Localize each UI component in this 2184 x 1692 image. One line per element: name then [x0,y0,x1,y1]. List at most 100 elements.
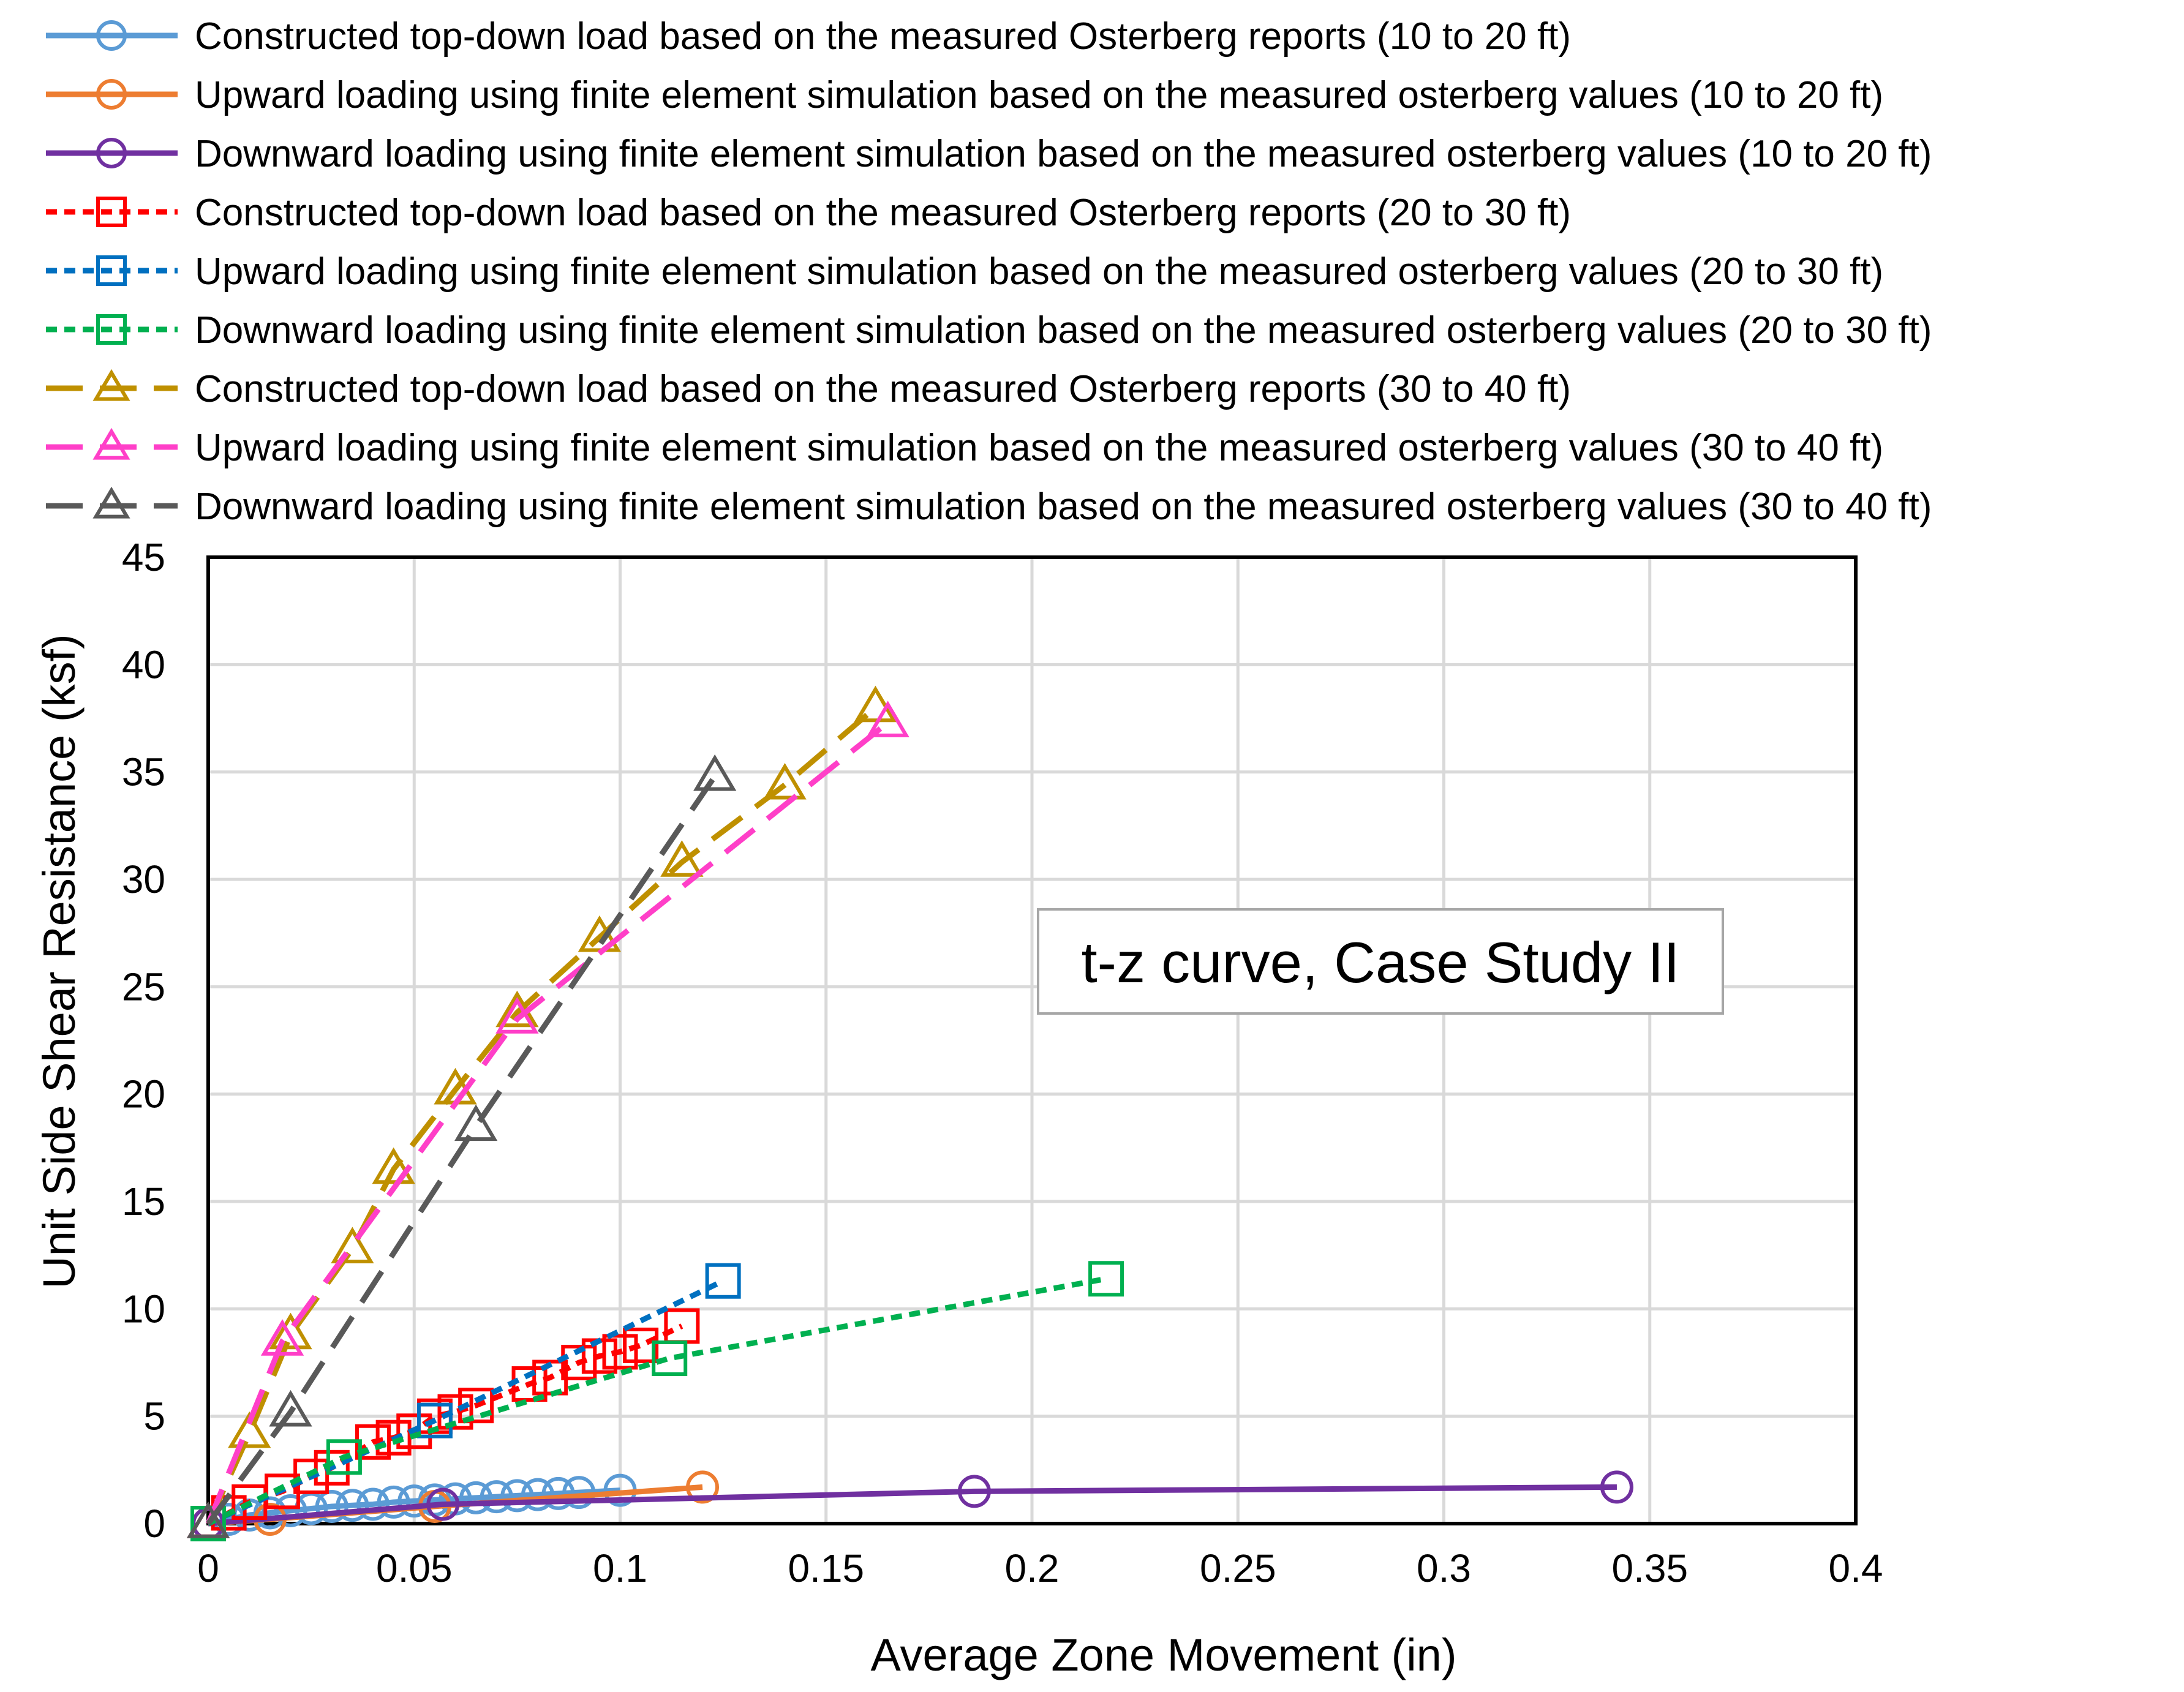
data-point [186,1502,230,1538]
data-point [315,1489,348,1523]
y-tick-label: 45 [122,535,165,579]
data-point [274,1494,307,1527]
series-9 [186,754,737,1538]
x-tick-label: 0.4 [1829,1546,1883,1590]
legend-label: Upward loading using finite element simu… [195,74,1883,116]
legend-label: Constructed top-down load based on the m… [195,192,1571,234]
legend-marker [96,138,127,168]
series-3 [192,1470,1633,1540]
legend-item: Upward loading using finite element simu… [46,427,1883,469]
legend-item: Downward loading using finite element si… [46,133,1932,175]
data-point [437,1394,473,1430]
y-tick-label: 5 [143,1394,165,1438]
y-tick-label: 40 [122,642,165,686]
x-tick-label: 0.2 [1005,1546,1060,1590]
x-tick-label: 0.35 [1611,1546,1688,1590]
data-point [957,1475,991,1508]
chart-title-box: t-z curve, Case Study II [1037,908,1724,1015]
x-tick-label: 0.25 [1200,1546,1276,1590]
legend-marker [96,197,127,227]
data-point [269,1389,312,1427]
legend-label: Downward loading using finite element si… [195,486,1932,528]
y-tick-label: 30 [122,857,165,901]
data-point [372,1147,415,1184]
y-tick-label: 35 [122,750,165,794]
plot-frame [206,555,1858,1525]
data-point [693,754,737,791]
data-point [763,762,807,800]
data-point [377,1485,410,1519]
legend-marker [96,20,127,51]
legend-marker [92,369,130,401]
legend-marker [96,79,127,110]
series-8 [186,701,909,1538]
data-point [426,1487,460,1521]
series-line [205,705,878,1525]
x-tick-label: 0.3 [1417,1546,1471,1590]
data-point [314,1449,350,1486]
data-point [331,1227,374,1263]
y-tick-label: 10 [122,1287,165,1331]
data-point [416,1402,453,1438]
legend-label: Downward loading using finite element si… [195,309,1932,352]
data-point [459,1481,493,1514]
legend: Constructed top-down load based on the m… [46,15,1932,528]
data-point [269,1312,312,1350]
y-tick-labels: 0 5 10 15 20 25 30 35 40 45 [122,535,165,1546]
data-point [260,1319,304,1356]
data-point [293,1458,329,1494]
y-tick-label: 0 [143,1502,165,1546]
legend-label: Constructed top-down load based on the m… [195,368,1571,410]
legend-label: Upward loading using finite element simu… [195,250,1883,293]
data-point [480,1480,513,1514]
legend-item: Constructed top-down load based on the m… [46,368,1571,410]
legend-item: Upward loading using finite element simu… [46,74,1883,116]
series-line [208,1487,620,1527]
data-point [866,701,909,737]
x-tick-labels: 0 0.05 0.1 0.15 0.2 0.25 0.3 0.35 0.4 [197,1546,1883,1590]
data-point [500,1479,534,1513]
series-line [206,775,717,1525]
y-tick-label: 20 [122,1072,165,1116]
legend-label: Constructed top-down load based on the m… [195,15,1571,58]
series-layer [186,685,1633,1541]
chart-title: t-z curve, Case Study II [1082,930,1680,995]
legend-item: Upward loading using finite element simu… [46,250,1883,293]
data-point [686,1470,719,1504]
data-point [326,1439,362,1475]
series-6 [190,1261,1124,1541]
series-line [207,1276,1107,1527]
data-point [375,1419,412,1456]
data-point [1600,1470,1633,1504]
legend-label: Upward loading using finite element simu… [195,427,1883,469]
y-axis-title: Unit Side Shear Resistance (ksf) [34,634,85,1288]
data-point [454,1104,498,1141]
data-point [705,1263,741,1299]
data-point [541,1476,575,1510]
legend-item: Constructed top-down load based on the m… [46,192,1571,234]
data-point [561,1345,597,1380]
data-point [623,1327,659,1363]
data-point [356,1487,390,1521]
data-point [652,1340,688,1376]
legend-marker [96,255,127,286]
x-tick-label: 0.1 [593,1546,647,1590]
data-point [228,1411,271,1448]
gridlines [206,555,1858,1525]
y-tick-label: 15 [122,1179,165,1224]
x-axis-title: Average Zone Movement (in) [871,1630,1457,1680]
legend-item: Constructed top-down load based on the m… [46,15,1571,58]
x-tick-label: 0.05 [376,1546,453,1590]
legend-item: Downward loading using finite element si… [46,486,1932,528]
legend-marker [92,427,130,460]
legend-label: Downward loading using finite element si… [195,133,1932,175]
data-point [336,1489,369,1522]
data-point [660,840,704,877]
data-point [1088,1261,1124,1297]
legend-marker [92,486,130,519]
series-line [205,720,890,1525]
y-tick-label: 25 [122,964,165,1009]
legend-item: Downward loading using finite element si… [46,309,1932,352]
data-point [854,685,897,723]
